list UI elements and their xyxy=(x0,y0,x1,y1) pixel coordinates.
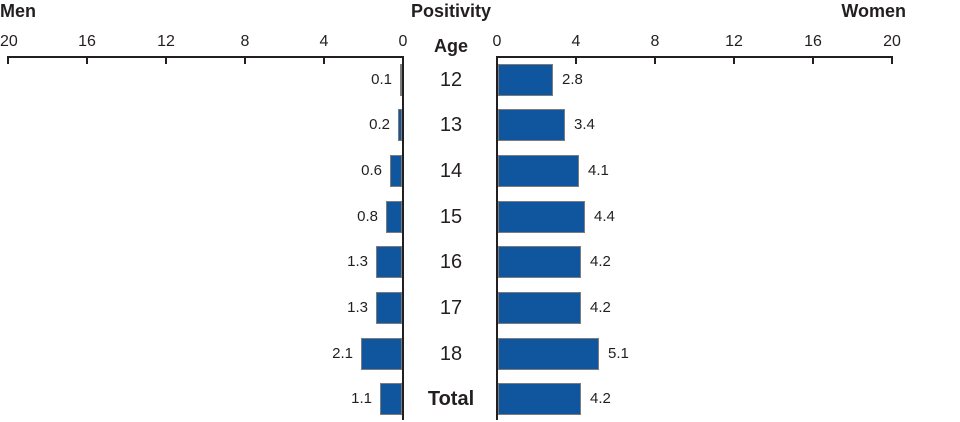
men-value-label: 1.3 xyxy=(347,253,368,271)
men-axis-tick xyxy=(165,56,167,64)
women-bar-16 xyxy=(498,246,581,279)
men-axis-tick xyxy=(86,56,88,64)
men-value-label: 1.1 xyxy=(351,390,372,408)
women-value-label: 4.2 xyxy=(590,253,611,271)
women-bar-Total xyxy=(498,383,581,416)
men-bar-16 xyxy=(376,246,402,279)
men-axis-tick-label: 4 xyxy=(319,33,329,50)
age-category-label: 15 xyxy=(439,205,463,228)
women-axis-tick-label: 0 xyxy=(492,33,502,50)
women-bar-15 xyxy=(498,200,585,233)
age-category-label: 18 xyxy=(439,342,463,365)
men-axis-tick-label: 12 xyxy=(157,33,175,50)
age-category-label: 14 xyxy=(439,159,463,182)
women-value-label: 3.4 xyxy=(574,116,595,134)
men-axis-tick-label: 16 xyxy=(78,33,96,50)
women-axis-tick-label: 16 xyxy=(804,33,822,50)
men-axis-tick-label: 8 xyxy=(240,33,250,50)
age-axis-title: Age xyxy=(433,36,468,56)
women-axis-tick-label: 20 xyxy=(883,33,901,50)
age-category-label: 17 xyxy=(439,297,463,319)
men-bar-18 xyxy=(361,337,402,370)
men-axis-tick xyxy=(323,56,325,64)
women-axis-tick xyxy=(812,56,814,64)
men-axis-tick-label: 20 xyxy=(0,33,18,50)
women-value-label: 4.2 xyxy=(590,390,611,408)
men-value-label: 0.6 xyxy=(361,161,382,179)
men-axis-tick xyxy=(7,56,9,64)
women-bar-12 xyxy=(498,63,553,96)
men-axis-tick xyxy=(244,56,246,64)
men-value-label: 0.2 xyxy=(369,116,390,134)
men-bar-12 xyxy=(400,63,402,96)
men-value-label: 0.1 xyxy=(371,70,392,88)
women-axis-tick xyxy=(654,56,656,64)
women-bar-13 xyxy=(498,109,565,142)
men-value-label: 2.1 xyxy=(332,344,353,362)
women-value-label: 4.1 xyxy=(588,161,609,179)
women-axis-tick xyxy=(891,56,893,64)
women-axis-tick-label: 12 xyxy=(725,33,743,50)
men-value-label: 0.8 xyxy=(357,207,378,225)
women-axis-tick-label: 4 xyxy=(571,33,581,50)
women-bar-18 xyxy=(498,337,599,370)
age-category-label: 16 xyxy=(439,251,463,274)
men-bar-14 xyxy=(390,154,402,187)
men-zero-baseline xyxy=(402,56,404,420)
chart-title: Positivity xyxy=(410,1,492,21)
women-axis-tick-label: 8 xyxy=(650,33,660,50)
women-axis-tick xyxy=(733,56,735,64)
men-bar-Total xyxy=(380,383,402,416)
men-value-label: 1.3 xyxy=(347,299,368,316)
women-value-label: 5.1 xyxy=(608,344,629,362)
men-axis-line xyxy=(8,56,403,58)
women-axis-tick xyxy=(575,56,577,64)
men-bar-15 xyxy=(386,200,402,233)
men-series-title: Men xyxy=(0,1,36,21)
women-value-label: 4.2 xyxy=(590,299,611,316)
women-value-label: 2.8 xyxy=(562,70,583,88)
men-bar-17 xyxy=(376,292,402,324)
women-value-label: 4.4 xyxy=(594,207,615,225)
women-bar-17 xyxy=(498,292,581,324)
age-category-label: 13 xyxy=(439,114,463,137)
men-axis-tick-label: 0 xyxy=(398,33,408,50)
age-category-label: 12 xyxy=(439,68,463,91)
women-zero-baseline xyxy=(496,56,498,420)
women-series-title: Women xyxy=(841,1,906,21)
age-category-label: Total xyxy=(427,388,475,411)
women-axis-line xyxy=(497,56,892,58)
women-bar-14 xyxy=(498,154,579,187)
men-bar-13 xyxy=(398,109,402,142)
